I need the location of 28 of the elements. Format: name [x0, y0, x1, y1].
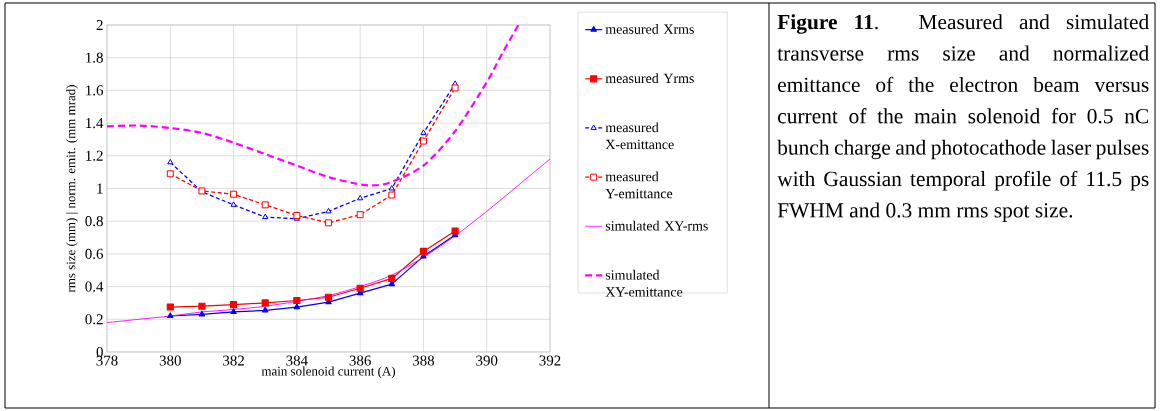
y-tick-label: 0.2 [85, 314, 103, 325]
y-tick-label: 1.8 [86, 52, 103, 63]
x-tick-label: 380 [159, 355, 181, 366]
x-tick-label: 386 [349, 355, 371, 366]
y-axis-title: rms size (mm) | norm. emit. (mm mrad) [66, 85, 78, 293]
y-tick-label: 0.6 [85, 248, 104, 259]
x-tick-label: 392 [539, 355, 561, 366]
y-tick-label: 0.8 [85, 216, 103, 227]
y-tick-label: 1.6 [86, 85, 104, 96]
x-axis-title: main solenoid current (A) [261, 366, 396, 379]
legend-label: simulated XY-rms [605, 220, 708, 231]
x-tick-label: 390 [476, 355, 498, 366]
legend-label: measured X-emittance [605, 122, 674, 150]
y-tick-label: 2 [96, 20, 103, 30]
x-tick-label: 378 [96, 355, 118, 366]
y-tick-label: 1.4 [86, 118, 104, 129]
x-tick-label: 384 [286, 355, 308, 366]
legend-label: measured Xrms [605, 24, 694, 34]
y-tick-label: 0 [96, 346, 103, 358]
legend-label: simulated XY-emittance [605, 269, 683, 297]
legend-label: measured Yrms [605, 73, 694, 84]
y-tick-label: 0.4 [85, 281, 104, 292]
text: Figure 11. Measured and simulated transverse rms size and normalized emittance of the electron beam versus current of the main solenoid for 0.5 nC bunch charge and photocathode laser pulses with Gaussian temporal profile of 11.5 ps FWHM and 0.3 mm rms spot size. [777, 14, 1149, 222]
y-tick-label: 1 [97, 183, 103, 194]
y-tick-label: 1.2 [86, 150, 103, 161]
x-tick-label: 382 [223, 355, 244, 366]
legend-label: measured Y-emittance [605, 171, 673, 199]
x-tick-label: 388 [412, 355, 435, 366]
